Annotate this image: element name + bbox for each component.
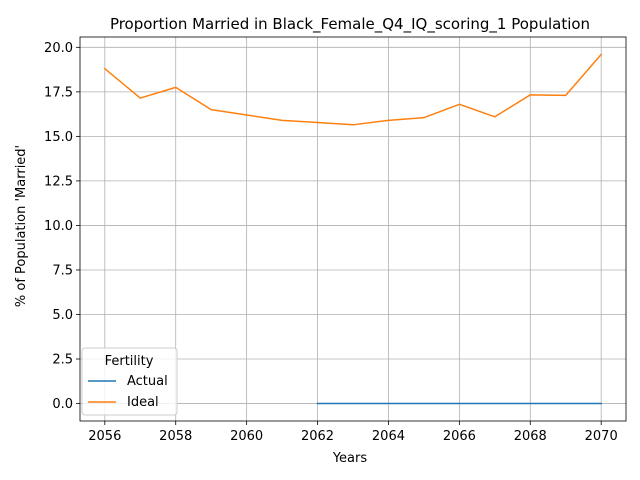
axis-ticks: 2056 2058 2060 2062 2064 2066 2068 2070 0.0 2.5 5.… xyxy=(44,41,618,444)
x-tick-label: 2056 xyxy=(88,429,121,444)
legend-box xyxy=(81,347,178,416)
x-tick-label: 2060 xyxy=(230,429,263,444)
y-tick-label: 15.0 xyxy=(44,130,73,145)
y-tick-label: 17.5 xyxy=(44,85,73,100)
y-tick-label: 7.5 xyxy=(52,263,73,278)
series-layer xyxy=(103,53,603,405)
x-tick-label: 2058 xyxy=(159,429,192,444)
x-axis-label: Years xyxy=(332,451,368,466)
chart-title: Proportion Married in Black_Female_Q4_IQ… xyxy=(110,15,590,34)
y-tick-label: 2.5 xyxy=(52,353,73,368)
x-tick-label: 2062 xyxy=(301,429,334,444)
x-tick-label: 2068 xyxy=(514,429,547,444)
y-tick-label: 12.5 xyxy=(44,174,73,189)
y-axis-label: % of Population 'Married' xyxy=(14,145,29,307)
y-tick-label: 5.0 xyxy=(52,308,73,323)
legend-label-actual: Actual xyxy=(127,374,168,389)
y-tick-label: 0.0 xyxy=(52,397,73,412)
x-tick-label: 2064 xyxy=(372,429,405,444)
series-line-ideal xyxy=(103,53,603,126)
y-tick-label: 10.0 xyxy=(44,219,73,234)
plot-frame xyxy=(79,36,627,422)
x-tick-label: 2070 xyxy=(585,429,618,444)
legend: Fertility Actual Ideal xyxy=(81,347,178,416)
y-tick-label: 20.0 xyxy=(44,41,73,56)
x-tick-label: 2066 xyxy=(443,429,476,444)
legend-label-ideal: Ideal xyxy=(127,395,159,410)
legend-title: Fertility xyxy=(105,354,154,369)
